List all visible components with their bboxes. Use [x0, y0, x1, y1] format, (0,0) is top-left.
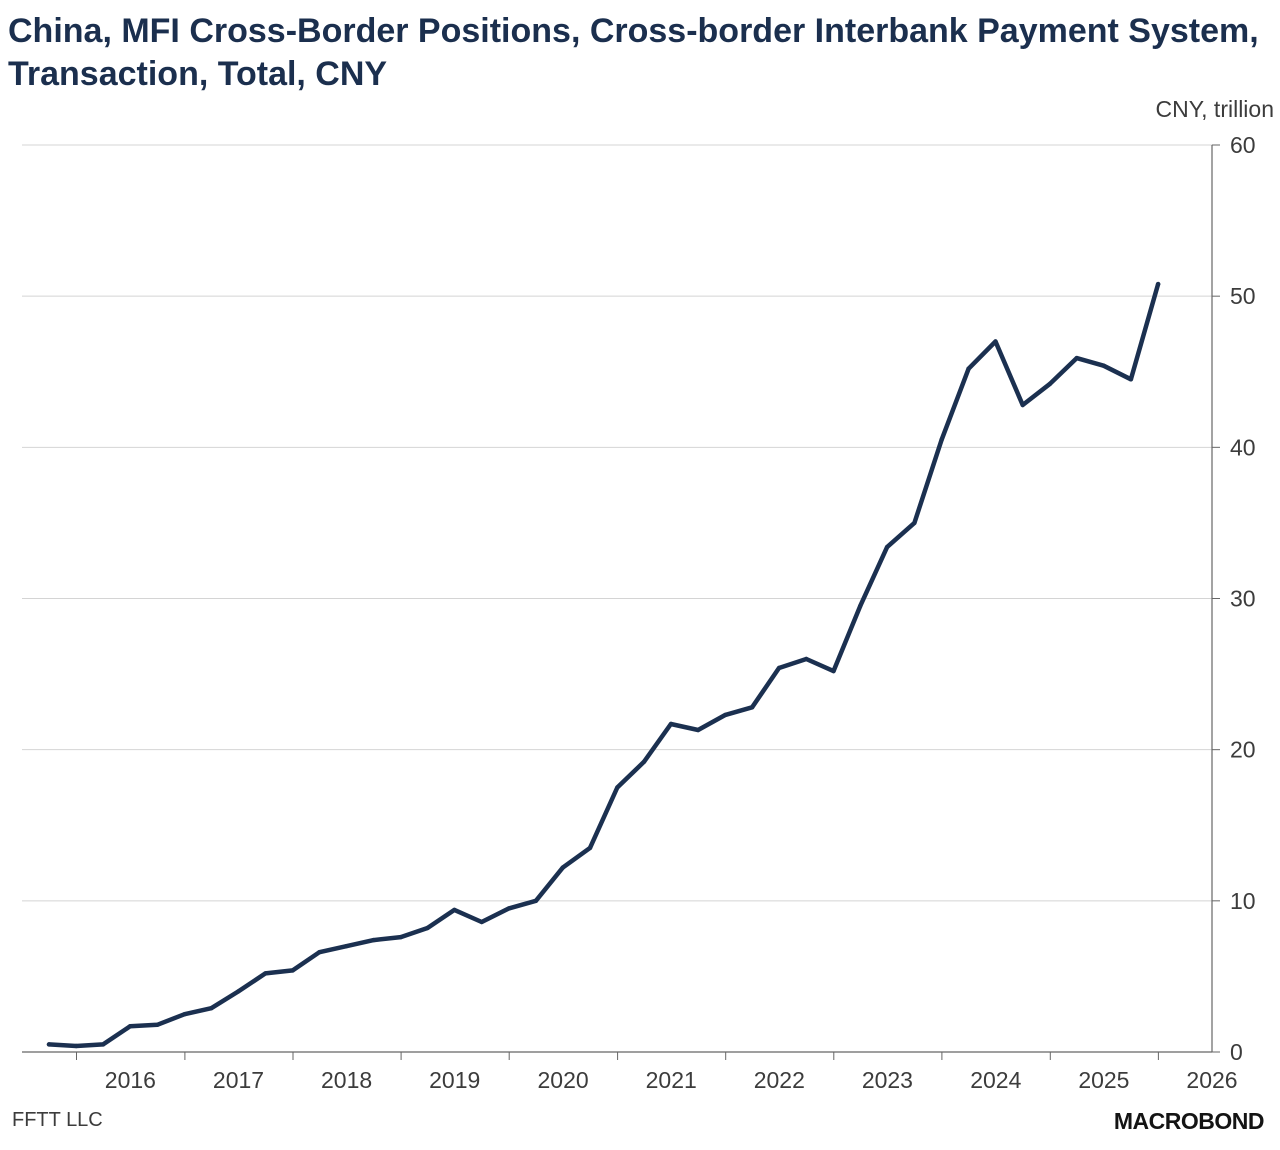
data-point — [127, 1024, 133, 1029]
data-point — [858, 603, 863, 609]
x-tick-label-2025: 2025 — [1078, 1067, 1129, 1093]
gridlines — [22, 144, 1212, 902]
data-point — [236, 989, 241, 994]
data-point — [506, 906, 512, 911]
y-tick-label-30: 30 — [1230, 586, 1256, 612]
data-point — [425, 925, 430, 931]
data-point — [587, 845, 593, 851]
data-point — [100, 1042, 106, 1047]
data-point — [46, 1042, 52, 1047]
brand-logo: MACROBOND — [1113, 1108, 1265, 1134]
x-tick-label-2018: 2018 — [321, 1067, 372, 1093]
data-point — [263, 971, 268, 976]
data-point — [749, 705, 755, 710]
x-tick-label-2024: 2024 — [970, 1067, 1021, 1093]
data-point — [1020, 402, 1025, 408]
data-point — [290, 968, 295, 973]
y-axis-ticks: 0 10 20 30 40 50 60 — [1212, 132, 1256, 1065]
source-label: FFTT LLC — [12, 1109, 103, 1131]
x-axis-ticks: 2016 2017 2018 2019 2020 2021 2022 2023 2024 2025… — [75, 1052, 1238, 1093]
data-point — [804, 656, 809, 662]
data-point — [912, 520, 917, 526]
data-point — [993, 339, 998, 344]
data-point — [398, 934, 403, 940]
y-tick-label-40: 40 — [1230, 434, 1256, 460]
y-tick-label-60: 60 — [1230, 132, 1256, 158]
series-group — [46, 281, 1161, 1049]
data-point — [182, 1012, 187, 1017]
x-tick-label-2020: 2020 — [538, 1067, 589, 1093]
data-point — [560, 865, 565, 870]
data-point — [939, 437, 944, 442]
x-tick-label-2021: 2021 — [646, 1067, 697, 1093]
data-point — [479, 919, 484, 925]
data-point — [641, 759, 647, 764]
data-point — [371, 937, 376, 943]
y-tick-label-20: 20 — [1230, 737, 1256, 763]
data-point — [1074, 355, 1079, 361]
data-point — [615, 785, 620, 790]
x-tick-label-2023: 2023 — [862, 1067, 913, 1093]
data-point — [344, 944, 349, 949]
data-point — [1155, 281, 1161, 287]
data-point — [884, 544, 890, 550]
x-tick-label-2016: 2016 — [105, 1067, 156, 1093]
data-point — [1101, 363, 1106, 368]
series-line-0 — [46, 281, 1161, 1049]
data-point — [831, 668, 836, 674]
x-tick-label-2017: 2017 — [213, 1067, 264, 1093]
data-point — [209, 1006, 214, 1011]
data-point — [533, 898, 539, 903]
data-point — [723, 712, 728, 718]
data-point — [1047, 381, 1053, 386]
data-point — [776, 665, 782, 671]
y-axis-unit-label: CNY, trillion — [1155, 96, 1274, 122]
data-point — [668, 721, 674, 727]
data-point — [155, 1022, 160, 1027]
chart-title: China, MFI Cross-Border Positions, Cross… — [8, 12, 1259, 93]
y-tick-label-50: 50 — [1230, 283, 1256, 309]
data-point — [74, 1043, 79, 1049]
x-tick-label-2019: 2019 — [429, 1067, 480, 1093]
data-point — [317, 950, 322, 955]
data-point — [695, 727, 701, 733]
x-tick-label-2026: 2026 — [1186, 1067, 1237, 1093]
x-tick-label-2022: 2022 — [754, 1067, 805, 1093]
data-point — [1128, 377, 1134, 382]
y-tick-label-10: 10 — [1230, 888, 1256, 914]
y-tick-label-0: 0 — [1230, 1039, 1243, 1065]
data-point — [452, 907, 457, 913]
data-point — [966, 366, 971, 371]
